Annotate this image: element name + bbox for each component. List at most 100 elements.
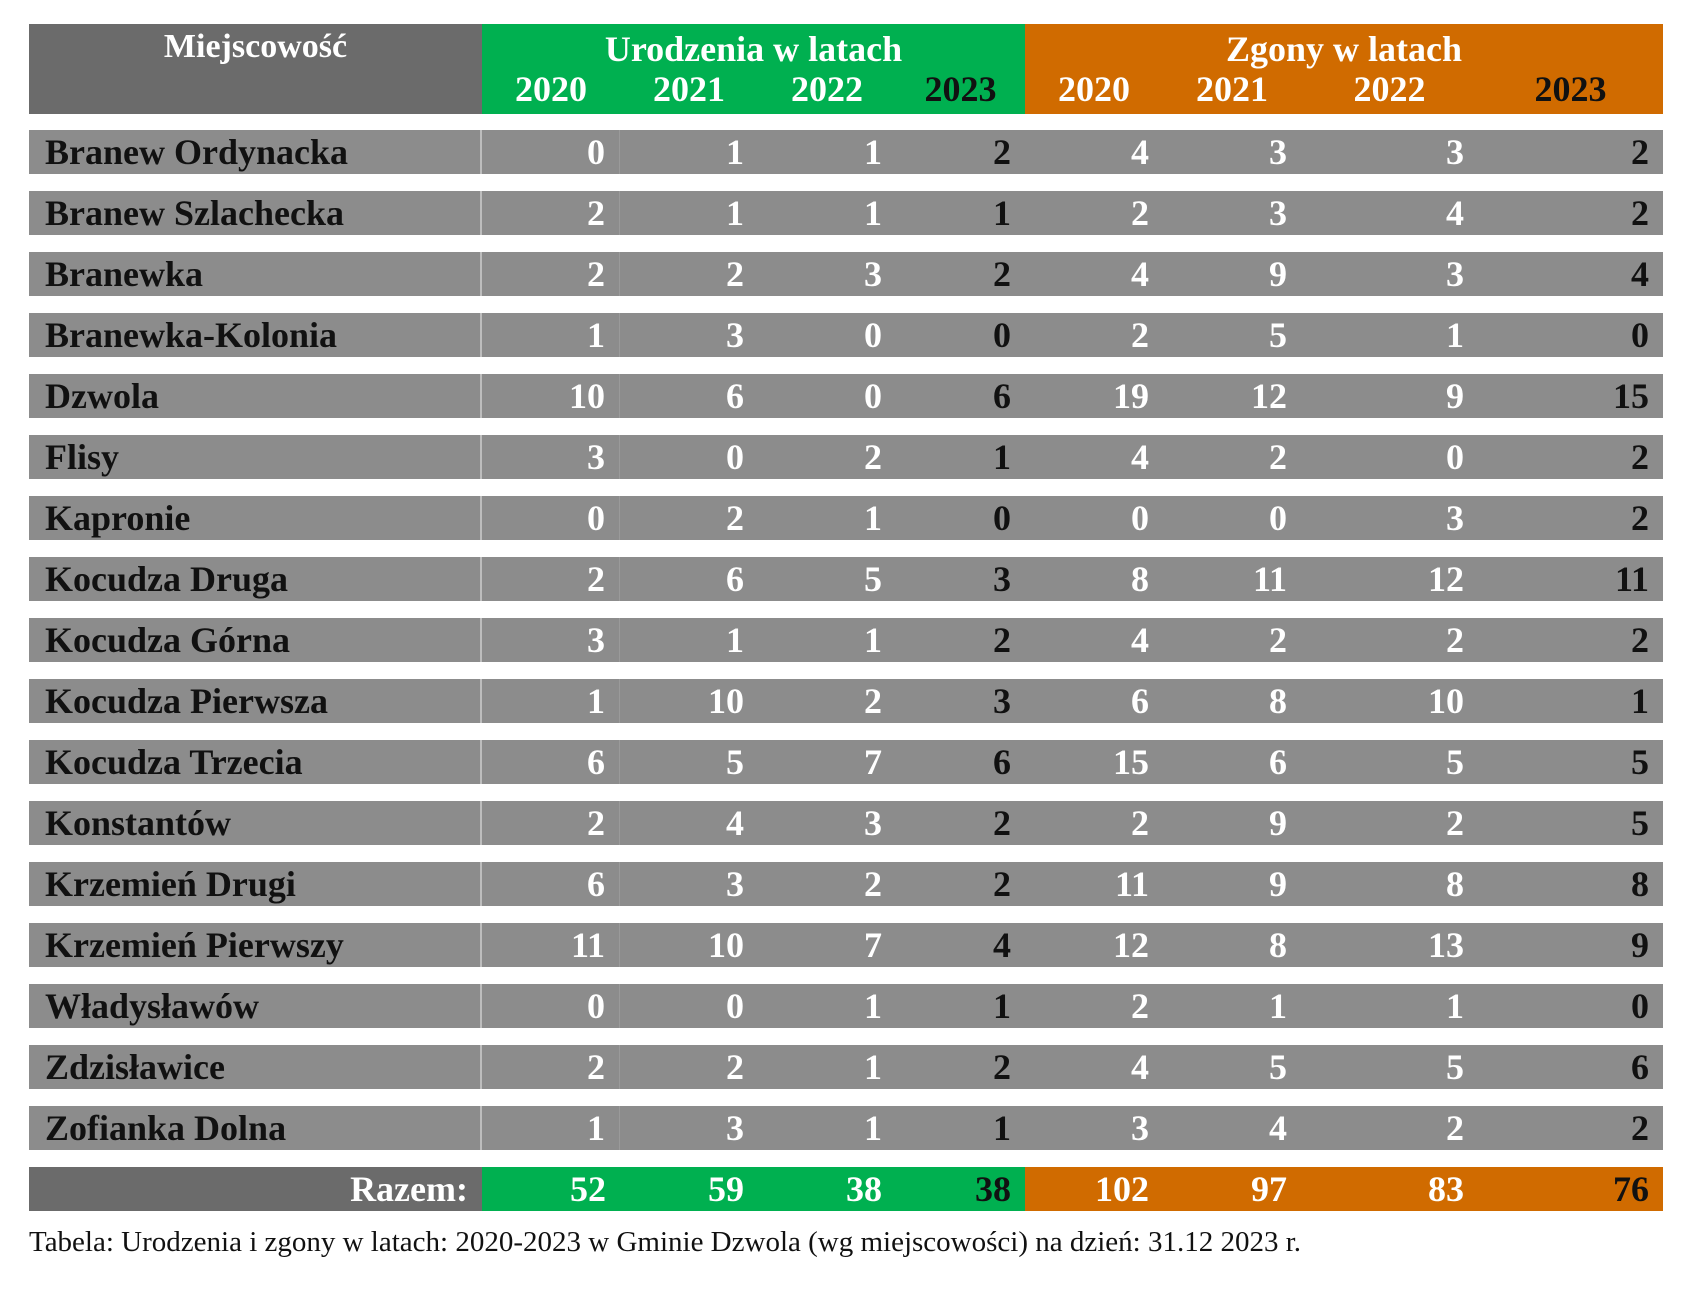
births-2021-cell: 1: [726, 193, 744, 233]
table-row: Krzemień Drugi 6 3 2 2 11 9 8 8: [29, 862, 1663, 906]
deaths-2020-cell: 2: [1131, 315, 1149, 355]
table-header: Miejscowość Urodzenia w latach 2020 2021…: [29, 24, 1663, 114]
deaths-2023-cell: 5: [1631, 803, 1649, 843]
deaths-2022-cell: 4: [1446, 193, 1464, 233]
births-2023-cell: 2: [993, 864, 1011, 904]
births-2022-cell: 3: [864, 254, 882, 294]
births-2022-cell: 5: [864, 559, 882, 599]
births-2021-cell: 3: [726, 864, 744, 904]
table-row: Władysławów 0 0 1 1 2 1 1 0: [29, 984, 1663, 1028]
total-deaths-2021: 97: [1163, 1167, 1301, 1211]
deaths-2023-cell: 9: [1631, 925, 1649, 965]
deaths-2021-cell: 9: [1269, 864, 1287, 904]
births-2023-cell: 0: [993, 315, 1011, 355]
place-name: Branewka: [29, 252, 482, 296]
births-2020-cell: 2: [482, 252, 620, 296]
deaths-year-header: 2022: [1353, 69, 1426, 109]
table-row: Branewka 2 2 3 2 4 9 3 4: [29, 252, 1663, 296]
births-group-title: Urodzenia w latach: [604, 29, 903, 69]
births-year-header: 2021: [653, 69, 725, 109]
deaths-2023-cell: 0: [1631, 315, 1649, 355]
deaths-2022-cell: 2: [1446, 1108, 1464, 1148]
deaths-2023-cell: 4: [1631, 254, 1649, 294]
births-2023-cell: 2: [993, 254, 1011, 294]
births-2020-cell: 0: [482, 984, 620, 1028]
deaths-2022-cell: 0: [1446, 437, 1464, 477]
deaths-2020-cell: 4: [1131, 1047, 1149, 1087]
births-2023-cell: 6: [993, 742, 1011, 782]
deaths-2022-cell: 3: [1446, 498, 1464, 538]
deaths-2023-cell: 1: [1631, 681, 1649, 721]
deaths-2021-cell: 3: [1269, 193, 1287, 233]
births-2021-cell: 2: [726, 1047, 744, 1087]
deaths-2021-cell: 8: [1269, 681, 1287, 721]
births-2020-cell: 6: [482, 740, 620, 784]
deaths-2023-cell: 2: [1631, 1108, 1649, 1148]
deaths-2020-cell: 2: [1131, 803, 1149, 843]
births-2023-cell: 3: [993, 559, 1011, 599]
births-2021-cell: 1: [726, 132, 744, 172]
deaths-year-header: 2023: [1534, 69, 1607, 109]
deaths-2021-cell: 9: [1269, 803, 1287, 843]
deaths-2020-cell: 4: [1131, 437, 1149, 477]
place-name: Zofianka Dolna: [29, 1106, 482, 1150]
births-year-header: 2023: [924, 69, 997, 109]
births-2020-cell: 6: [482, 862, 620, 906]
births-2020-cell: 2: [482, 557, 620, 601]
total-births-2022: 38: [758, 1167, 896, 1211]
births-2023-cell: 6: [993, 376, 1011, 416]
deaths-2021-cell: 2: [1269, 620, 1287, 660]
deaths-2023-cell: 11: [1614, 559, 1649, 599]
births-2021-cell: 3: [726, 315, 744, 355]
deaths-2023-cell: 2: [1631, 437, 1649, 477]
births-2020-cell: 1: [482, 313, 620, 357]
births-2023-cell: 2: [993, 803, 1011, 843]
births-2021-cell: 6: [726, 376, 744, 416]
place-name: Dzwola: [29, 374, 482, 418]
births-2021-cell: 10: [708, 681, 744, 721]
deaths-2021-cell: 0: [1269, 498, 1287, 538]
births-2022-cell: 1: [864, 1108, 882, 1148]
births-2022-cell: 0: [864, 376, 882, 416]
births-2021-cell: 0: [726, 986, 744, 1026]
births-year-header: 2022: [791, 69, 863, 109]
place-name: Krzemień Drugi: [29, 862, 482, 906]
births-2021-cell: 2: [726, 498, 744, 538]
births-2021-cell: 1: [726, 620, 744, 660]
table-row: Zofianka Dolna 1 3 1 1 3 4 2 2: [29, 1106, 1663, 1150]
place-name: Kocudza Druga: [29, 557, 482, 601]
births-2023-cell: 1: [993, 1108, 1011, 1148]
place-column-header: Miejscowość: [29, 24, 482, 114]
table-row: Dzwola 10 6 0 6 19 12 9 15: [29, 374, 1663, 418]
deaths-2023-cell: 6: [1631, 1047, 1649, 1087]
deaths-2021-cell: 5: [1269, 1047, 1287, 1087]
births-2022-cell: 1: [864, 620, 882, 660]
births-years: 2020 2021 2022 2023: [482, 68, 1025, 110]
births-2022-cell: 2: [864, 681, 882, 721]
total-label: Razem:: [29, 1167, 482, 1211]
place-name: Branew Ordynacka: [29, 130, 482, 174]
total-deaths-2023: 76: [1478, 1167, 1663, 1211]
deaths-2020-cell: 11: [1114, 864, 1149, 904]
births-2023-cell: 2: [993, 132, 1011, 172]
place-name: Zdzisławice: [29, 1045, 482, 1089]
births-2023-cell: 0: [993, 498, 1011, 538]
table-row: Konstantów 2 4 3 2 2 9 2 5: [29, 801, 1663, 845]
deaths-2020-cell: 3: [1131, 1108, 1149, 1148]
deaths-2020-cell: 2: [1131, 193, 1149, 233]
births-2023-cell: 2: [993, 1047, 1011, 1087]
total-row: Razem: 52 59 38 38 102 97 83 76: [29, 1167, 1663, 1211]
deaths-2021-cell: 6: [1269, 742, 1287, 782]
deaths-2020-cell: 6: [1131, 681, 1149, 721]
births-2022-cell: 3: [864, 803, 882, 843]
deaths-2020-cell: 8: [1131, 559, 1149, 599]
births-2022-cell: 1: [864, 193, 882, 233]
deaths-2022-cell: 5: [1446, 1047, 1464, 1087]
place-name: Kocudza Trzecia: [29, 740, 482, 784]
deaths-2023-cell: 0: [1631, 986, 1649, 1026]
deaths-2023-cell: 2: [1631, 193, 1649, 233]
deaths-2023-cell: 8: [1631, 864, 1649, 904]
births-2020-cell: 1: [482, 1106, 620, 1150]
births-2021-cell: 6: [726, 559, 744, 599]
births-2020-cell: 0: [482, 130, 620, 174]
